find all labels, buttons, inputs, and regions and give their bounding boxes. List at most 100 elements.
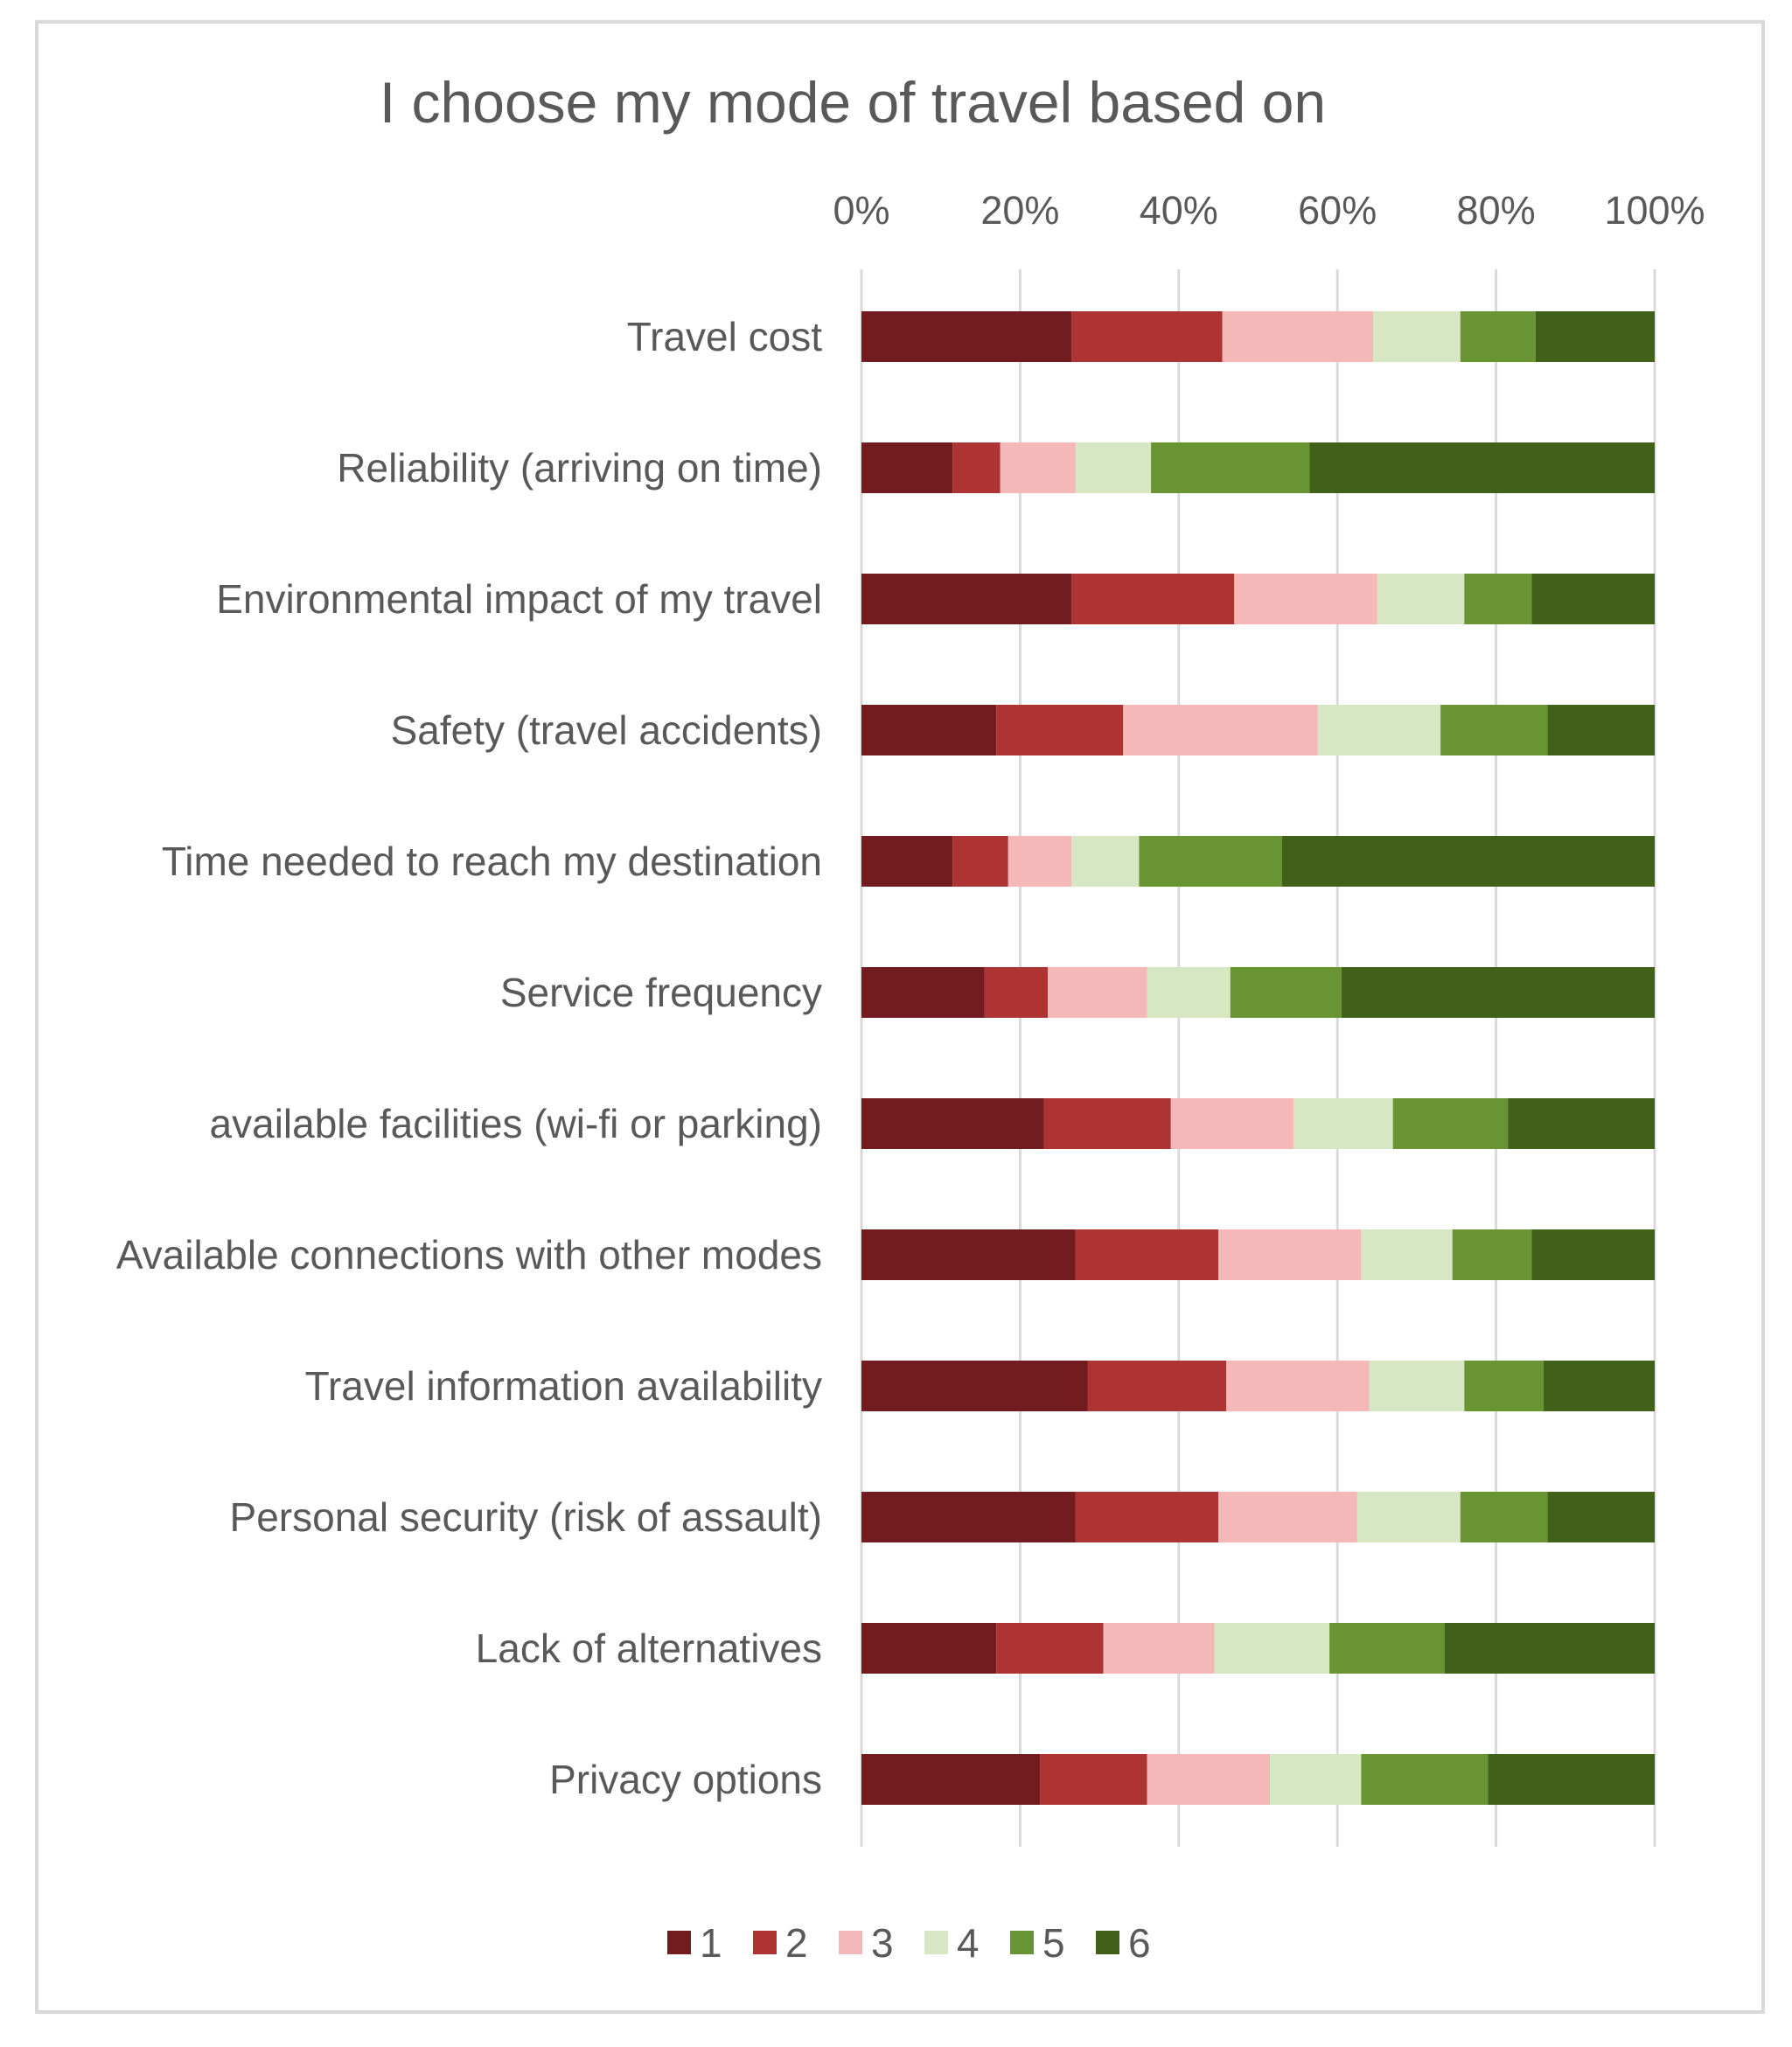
- bar-segment-4: [1147, 967, 1231, 1018]
- x-tick-label: 100%: [1604, 188, 1705, 233]
- bar-segment-1: [861, 1098, 1044, 1149]
- bar-segment-3: [1218, 1229, 1362, 1280]
- bar-segment-5: [1151, 442, 1310, 493]
- bar-segment-2: [952, 836, 1008, 887]
- bar-segment-2: [952, 442, 1001, 493]
- x-axis-ticks: 0% 20% 40% 60% 80% 100%: [833, 188, 1705, 233]
- category-label: Safety (travel accidents): [391, 707, 822, 753]
- x-tick-label: 0%: [833, 188, 889, 233]
- bar-segment-2: [984, 967, 1049, 1018]
- category-label: Travel cost: [627, 314, 822, 359]
- bar-segment-6: [1535, 311, 1655, 362]
- legend-swatch-1: [667, 1931, 691, 1954]
- bar-segment-6: [1341, 967, 1655, 1018]
- bar-segment-1: [861, 1492, 1076, 1542]
- legend-swatch-6: [1096, 1931, 1119, 1954]
- bar-segment-1: [861, 1361, 1088, 1411]
- bar-segment-1: [861, 1754, 1041, 1805]
- bar-segment-5: [1464, 1361, 1544, 1411]
- bar-segment-6: [1544, 1361, 1655, 1411]
- category-label: Travel information availability: [305, 1363, 822, 1409]
- bar-segment-6: [1488, 1754, 1655, 1805]
- bar-segment-4: [1356, 1492, 1461, 1542]
- legend-swatch-2: [753, 1931, 777, 1954]
- category-label: Lack of alternatives: [476, 1626, 822, 1671]
- bar-segment-3: [1222, 311, 1374, 362]
- legend-label-5: 5: [1042, 1920, 1065, 1966]
- bar-segment-6: [1531, 1229, 1655, 1280]
- bar-segment-6: [1531, 574, 1655, 624]
- bar-segment-5: [1329, 1623, 1445, 1674]
- bar-segment-3: [1226, 1361, 1370, 1411]
- bar-segment-5: [1139, 836, 1282, 887]
- bar-segment-4: [1270, 1754, 1362, 1805]
- bar-segment-3: [1008, 836, 1072, 887]
- category-label: available facilities (wi-fi or parking): [210, 1101, 822, 1146]
- bar-segment-3: [1170, 1098, 1294, 1149]
- bar-segment-6: [1508, 1098, 1655, 1149]
- bar-segment-4: [1293, 1098, 1393, 1149]
- legend-label-3: 3: [871, 1920, 894, 1966]
- bar-segment-5: [1392, 1098, 1509, 1149]
- x-tick-label: 20%: [980, 188, 1059, 233]
- bar-segment-4: [1317, 705, 1441, 755]
- bar-segment-4: [1075, 442, 1152, 493]
- bar-segment-6: [1281, 836, 1655, 887]
- bar-segment-6: [1444, 1623, 1655, 1674]
- bar-segment-4: [1071, 836, 1140, 887]
- bar-segment-4: [1373, 311, 1461, 362]
- bar-segment-6: [1547, 1492, 1655, 1542]
- chart-title: I choose my mode of travel based on: [380, 70, 1326, 135]
- bar-segment-5: [1230, 967, 1342, 1018]
- bar-segment-3: [1147, 1754, 1271, 1805]
- legend-swatch-5: [1010, 1931, 1034, 1954]
- bar-segment-4: [1377, 574, 1465, 624]
- bar-segment-4: [1361, 1229, 1453, 1280]
- bar-segment-4: [1214, 1623, 1330, 1674]
- gridlines: [860, 269, 1656, 1847]
- category-labels: Travel cost Reliability (arriving on time…: [116, 314, 822, 1802]
- bar-segment-3: [1123, 705, 1318, 755]
- category-label: Privacy options: [549, 1757, 822, 1802]
- bar-segment-1: [861, 967, 985, 1018]
- bar-segment-5: [1361, 1754, 1489, 1805]
- bar-segment-2: [1071, 574, 1235, 624]
- bar-segment-3: [1048, 967, 1147, 1018]
- bar-segment-3: [1103, 1623, 1215, 1674]
- category-label: Reliability (arriving on time): [337, 445, 822, 491]
- category-label: Time needed to reach my destination: [162, 839, 822, 884]
- bar-segment-1: [861, 1229, 1076, 1280]
- x-tick-label: 60%: [1298, 188, 1377, 233]
- bar-segment-2: [1075, 1229, 1219, 1280]
- bar-segment-5: [1464, 574, 1532, 624]
- bar-segment-4: [1369, 1361, 1465, 1411]
- legend: 1 2 3 4 5 6: [667, 1920, 1151, 1966]
- bar-segment-5: [1460, 311, 1536, 362]
- bar-segment-1: [861, 836, 953, 887]
- bar-segment-6: [1309, 442, 1655, 493]
- bar-segment-2: [996, 705, 1124, 755]
- bar-segment-6: [1547, 705, 1655, 755]
- bar-segment-3: [1234, 574, 1377, 624]
- category-label: Available connections with other modes: [116, 1232, 822, 1278]
- bar-segment-5: [1452, 1229, 1532, 1280]
- bar-segment-2: [1087, 1361, 1227, 1411]
- x-tick-label: 80%: [1457, 188, 1536, 233]
- legend-label-6: 6: [1128, 1920, 1151, 1966]
- bars: [861, 311, 1655, 1805]
- bar-segment-1: [861, 311, 1072, 362]
- bar-segment-3: [1218, 1492, 1357, 1542]
- bar-segment-2: [1043, 1098, 1171, 1149]
- category-label: Environmental impact of my travel: [216, 576, 822, 622]
- category-label: Personal security (risk of assault): [230, 1494, 822, 1540]
- bar-segment-1: [861, 442, 953, 493]
- legend-swatch-4: [924, 1931, 948, 1954]
- bar-segment-2: [1071, 311, 1223, 362]
- category-label: Service frequency: [500, 970, 822, 1015]
- bar-segment-2: [996, 1623, 1104, 1674]
- legend-label-2: 2: [785, 1920, 808, 1966]
- legend-label-4: 4: [957, 1920, 980, 1966]
- bar-segment-1: [861, 705, 997, 755]
- bar-segment-1: [861, 574, 1072, 624]
- bar-segment-2: [1040, 1754, 1147, 1805]
